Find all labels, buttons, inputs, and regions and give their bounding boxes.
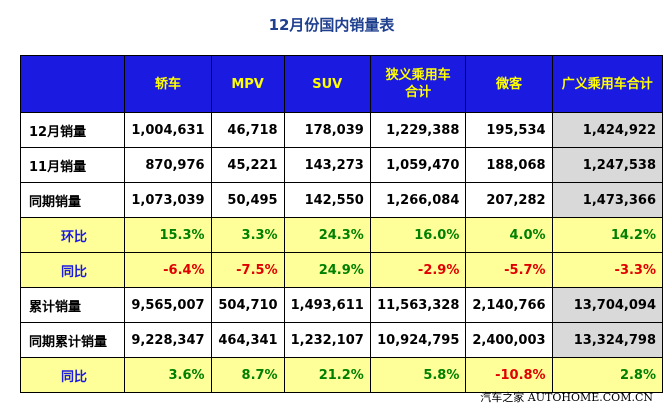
- table-cell: 24.9%: [283, 252, 371, 288]
- table-row: 同期累计销量 9,228,347 464,341 1,232,107 10,924,79…: [19, 322, 663, 358]
- table-cell: 207,282: [465, 182, 553, 218]
- table-cell: 1,493,611: [283, 287, 371, 323]
- table-cell: 2.8%: [551, 357, 663, 393]
- table-cell: 10,924,795: [369, 322, 467, 358]
- row-label: 12月销量: [19, 112, 126, 148]
- table-cell: 1,424,922: [551, 112, 663, 148]
- table-cell: 13,704,094: [551, 287, 663, 323]
- column-header-label: MPV: [231, 76, 264, 92]
- table-cell: -7.5%: [210, 252, 285, 288]
- row-label: 同期累计销量: [19, 322, 126, 358]
- table-cell: 13,324,798: [551, 322, 663, 358]
- table-cell: 1,004,631: [124, 112, 212, 148]
- column-header: 广义乘用车合计: [551, 55, 663, 113]
- table-row: 环比 15.3% 3.3% 24.3% 16.0% 4.0% 14.2%: [19, 217, 663, 253]
- column-header-label: 轿车: [154, 76, 181, 92]
- table-cell: 504,710: [210, 287, 285, 323]
- table-cell: 45,221: [210, 147, 285, 183]
- table-cell: 464,341: [210, 322, 285, 358]
- header-corner: [19, 55, 126, 113]
- table-header-row: 轿车 MPV SUV 狭义乘用车合计 微客 广义乘用车合计: [19, 55, 663, 113]
- table-cell: 3.6%: [124, 357, 212, 393]
- column-header: 微客: [465, 55, 553, 113]
- table-cell: 2,400,003: [465, 322, 553, 358]
- table-cell: 8.7%: [210, 357, 285, 393]
- column-header-label: SUV: [312, 76, 343, 92]
- table-cell: 11,563,328: [369, 287, 467, 323]
- column-header-label: 微客: [495, 76, 522, 92]
- table-cell: 1,473,366: [551, 182, 663, 218]
- table-cell: 9,565,007: [124, 287, 212, 323]
- table-cell: -3.3%: [551, 252, 663, 288]
- row-label: 11月销量: [19, 147, 126, 183]
- table-cell: 3.3%: [210, 217, 285, 253]
- table-cell: 1,266,084: [369, 182, 467, 218]
- table-title: 12月份国内销量表: [268, 16, 395, 34]
- row-label: 环比: [19, 217, 126, 253]
- column-header-label: 广义乘用车合计: [561, 76, 653, 92]
- row-label: 同比: [19, 252, 126, 288]
- table-cell: 46,718: [210, 112, 285, 148]
- table-row: 同比 3.6% 8.7% 21.2% 5.8% -10.8% 2.8%: [19, 357, 663, 393]
- table-cell: 178,039: [283, 112, 371, 148]
- table-cell: 1,073,039: [124, 182, 212, 218]
- column-header: MPV: [210, 55, 285, 113]
- table-cell: 15.3%: [124, 217, 212, 253]
- row-label: 同比: [19, 357, 126, 393]
- table-row: 累计销量 9,565,007 504,710 1,493,611 11,563,328 2…: [19, 287, 663, 323]
- table-cell: 9,228,347: [124, 322, 212, 358]
- table-cell: -6.4%: [124, 252, 212, 288]
- table-cell: 1,059,470: [369, 147, 467, 183]
- column-header: 狭义乘用车 合计: [369, 55, 467, 113]
- table-cell: 21.2%: [283, 357, 371, 393]
- table-row: 12月销量 1,004,631 46,718 178,039 1,229,388 195,…: [19, 112, 663, 148]
- table-cell: 870,976: [124, 147, 212, 183]
- watermark: 汽车之家 AUTOHOME.COM.CN: [480, 391, 653, 404]
- table-cell: 1,229,388: [369, 112, 467, 148]
- column-header: 轿车: [124, 55, 212, 113]
- table-cell: 2,140,766: [465, 287, 553, 323]
- table-cell: 14.2%: [551, 217, 663, 253]
- table-cell: 4.0%: [465, 217, 553, 253]
- table-row: 11月销量 870,976 45,221 143,273 1,059,470 188,06…: [19, 147, 663, 183]
- table-cell: 5.8%: [369, 357, 467, 393]
- table-row: 同比 -6.4% -7.5% 24.9% -2.9% -5.7% -3.3%: [19, 252, 663, 288]
- table-cell: 50,495: [210, 182, 285, 218]
- table-cell: 1,247,538: [551, 147, 663, 183]
- row-label: 同期销量: [19, 182, 126, 218]
- table-cell: 16.0%: [369, 217, 467, 253]
- table-cell: 195,534: [465, 112, 553, 148]
- table-row: 同期销量 1,073,039 50,495 142,550 1,266,084 207,2…: [19, 182, 663, 218]
- sales-table: 轿车 MPV SUV 狭义乘用车 合计 微客 广义乘用车合计 12月销量 1,004,631 4…: [19, 55, 663, 393]
- table-cell: 188,068: [465, 147, 553, 183]
- row-label: 累计销量: [19, 287, 126, 323]
- column-header: SUV: [283, 55, 371, 113]
- table-cell: -5.7%: [465, 252, 553, 288]
- table-cell: 143,273: [283, 147, 371, 183]
- table-cell: -2.9%: [369, 252, 467, 288]
- column-header-label: 狭义乘用车: [385, 68, 451, 83]
- table-cell: 24.3%: [283, 217, 371, 253]
- column-header-label: 合计: [405, 85, 432, 100]
- table-cell: 142,550: [283, 182, 371, 218]
- table-cell: -10.8%: [465, 357, 553, 393]
- table-cell: 1,232,107: [283, 322, 371, 358]
